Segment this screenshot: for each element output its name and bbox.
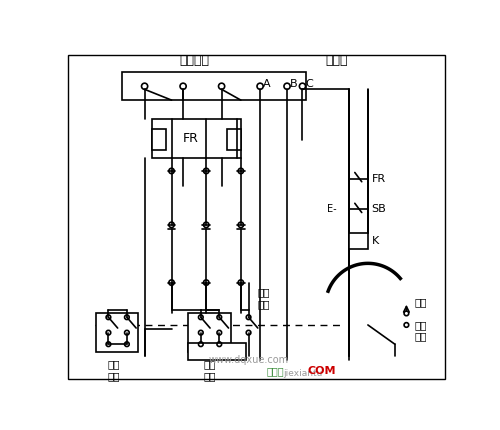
Text: B: B [290, 79, 298, 89]
Text: A: A [263, 79, 271, 89]
Text: 接线图: 接线图 [266, 366, 284, 376]
Bar [96, 313, 138, 352]
Text: 接电动机: 接电动机 [180, 54, 210, 67]
Text: jiexiantu: jiexiantu [283, 369, 322, 378]
Text: FR: FR [372, 174, 386, 184]
Text: 运行
触头: 运行 触头 [204, 359, 216, 381]
Bar [188, 343, 246, 359]
Text: 运行: 运行 [414, 332, 426, 341]
Text: 起动
触头: 起动 触头 [258, 287, 270, 309]
Text: 起动: 起动 [414, 297, 426, 307]
Bar [152, 129, 166, 150]
Bar [122, 72, 306, 100]
Bar [188, 313, 231, 352]
Text: C: C [306, 79, 314, 89]
Text: 停止: 停止 [414, 320, 426, 330]
Text: SB: SB [372, 204, 386, 215]
Text: www.dqxue.com: www.dqxue.com [208, 355, 288, 365]
Text: K: K [372, 236, 379, 246]
Text: E-: E- [328, 204, 337, 215]
Bar [348, 233, 368, 249]
Bar [227, 129, 241, 150]
Bar [152, 120, 241, 158]
Text: 星接
触头: 星接 触头 [108, 359, 120, 381]
Text: FR: FR [183, 132, 198, 145]
Text: COM: COM [308, 366, 336, 376]
Text: 接电源: 接电源 [326, 54, 348, 67]
